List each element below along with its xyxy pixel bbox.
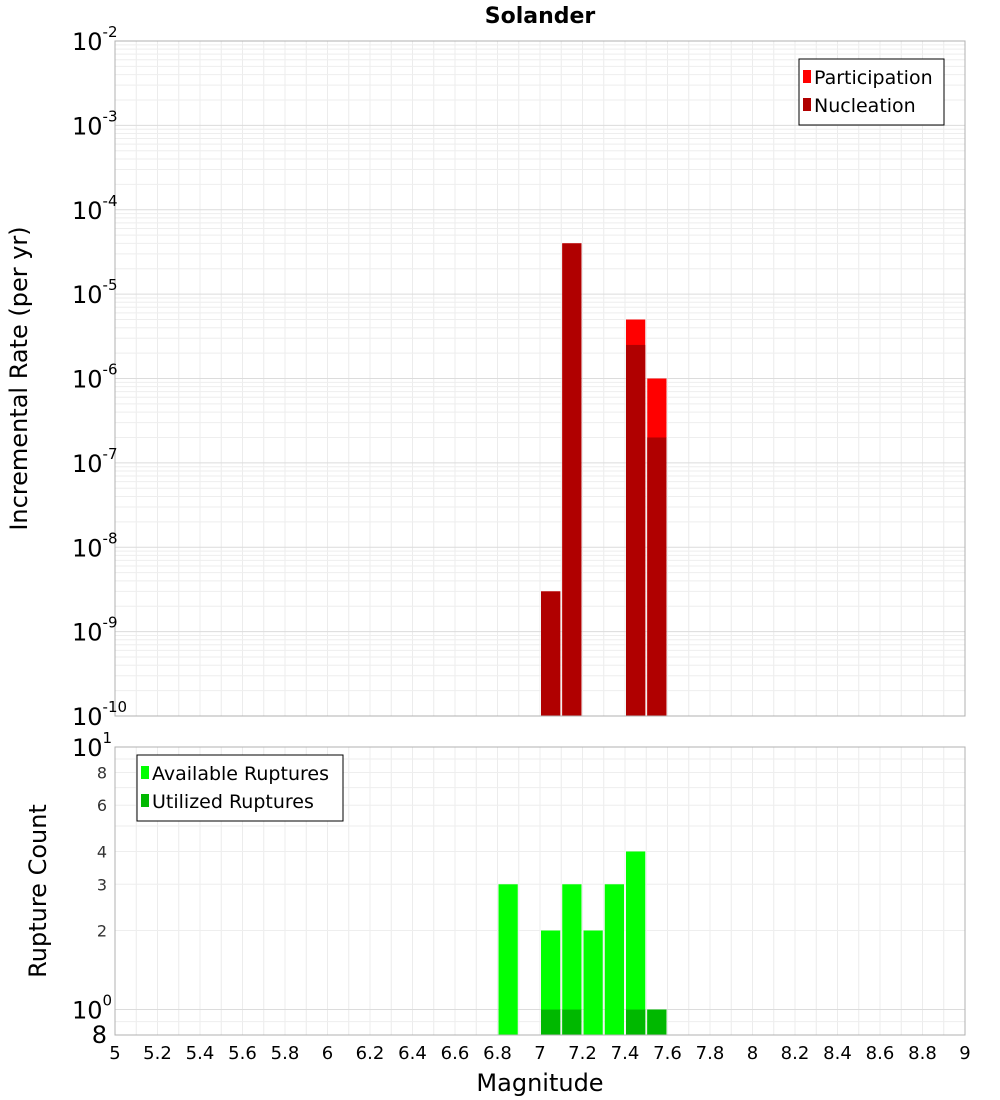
x-tick-label: 6.8 <box>483 1043 512 1064</box>
gridlines <box>114 41 966 1036</box>
legend-entry: Participation <box>814 67 933 89</box>
top-y-tick-label: 10-9 <box>72 614 118 647</box>
top-y-tick-label: 10-6 <box>72 361 118 394</box>
x-tick-label: 7.6 <box>653 1043 682 1064</box>
x-tick-label: 8.8 <box>908 1043 937 1064</box>
bottom-bar-available-ruptures-4 <box>604 884 624 1035</box>
x-tick-label: 8.2 <box>781 1043 810 1064</box>
bottom-bar-available-ruptures-3 <box>583 930 603 1035</box>
top-y-tick-label: 10-5 <box>72 276 118 309</box>
x-tick-label: 7 <box>534 1043 545 1064</box>
chart-title: Solander <box>485 4 596 29</box>
legend-entry: Available Ruptures <box>152 763 329 785</box>
bottom-y-minor-tick-label: 4 <box>97 842 107 861</box>
top-y-tick-label: 10-3 <box>72 107 118 140</box>
bottom-bar-utilized-ruptures-1 <box>562 1009 582 1035</box>
top-y-tick-label: 10-4 <box>72 192 118 225</box>
bottom-y-major-tick-label: 101 <box>72 729 112 762</box>
top-bar-nucleation-3 <box>647 437 667 716</box>
bottom-bar-available-ruptures-5 <box>626 851 646 1035</box>
bottom-bar-available-ruptures-1 <box>541 930 561 1035</box>
bottom-y-minor-tick-label: 6 <box>97 796 107 815</box>
top-y-tick-label: 10-10 <box>72 698 127 731</box>
bottom-bar-utilized-ruptures-2 <box>626 1009 646 1035</box>
x-tick-label: 6.6 <box>441 1043 470 1064</box>
x-tick-label: 7.4 <box>611 1043 640 1064</box>
legend-swatch <box>141 766 149 779</box>
x-tick-label: 7.8 <box>696 1043 725 1064</box>
bottom-plot-frame <box>114 746 966 1036</box>
x-tick-label: 7.2 <box>568 1043 597 1064</box>
x-tick-label: 6 <box>322 1043 333 1064</box>
top-y-tick-label: 10-8 <box>72 529 118 562</box>
top-plot-frame <box>114 40 966 717</box>
x-tick-label: 8.6 <box>866 1043 895 1064</box>
legend-entry: Utilized Ruptures <box>152 791 314 813</box>
bottom-bar-utilized-ruptures-0 <box>541 1009 561 1035</box>
legend-entry: Nucleation <box>814 95 916 117</box>
x-tick-label: 5.4 <box>186 1043 215 1064</box>
top-y-axis-label: Incremental Rate (per yr) <box>5 226 33 530</box>
x-tick-label: 5 <box>109 1043 120 1064</box>
x-tick-label: 6.4 <box>398 1043 427 1064</box>
bottom-bar-utilized-ruptures-3 <box>647 1009 667 1035</box>
bottom-y-minor-tick-label: 8 <box>97 763 107 782</box>
legend-swatch <box>141 794 149 807</box>
bottom-y-minor-tick-label: 2 <box>97 922 107 941</box>
bottom-bar-available-ruptures-2 <box>562 884 582 1035</box>
series-utilized-ruptures <box>541 1009 667 1035</box>
x-axis-label: Magnitude <box>476 1069 603 1097</box>
series-nucleation <box>541 243 667 717</box>
top-bar-nucleation-1 <box>562 243 582 717</box>
bottom-y-minor-tick-label: 8 <box>92 1021 107 1049</box>
x-tick-label: 5.8 <box>271 1043 300 1064</box>
x-tick-label: 6.2 <box>356 1043 385 1064</box>
bottom-y-major-tick-label: 100 <box>72 992 112 1025</box>
top-legend: Participation Nucleation <box>798 58 945 126</box>
bottom-y-minor-tick-label: 3 <box>97 875 107 894</box>
x-tick-label: 9 <box>959 1043 970 1064</box>
legend-swatch <box>803 98 811 111</box>
bottom-y-axis-label: Rupture Count <box>24 804 52 978</box>
top-y-tick-label: 10-7 <box>72 445 118 478</box>
x-tick-label: 8.4 <box>823 1043 852 1064</box>
legend-swatch <box>803 70 811 83</box>
series-available-ruptures <box>498 851 667 1035</box>
top-y-tick-label: 10-2 <box>72 23 118 56</box>
top-bar-nucleation-0 <box>541 591 561 716</box>
x-tick-label: 5.6 <box>228 1043 257 1064</box>
bottom-bar-available-ruptures-0 <box>498 884 518 1035</box>
x-tick-label: 8 <box>747 1043 758 1064</box>
bottom-legend: Available Ruptures Utilized Ruptures <box>136 754 344 822</box>
top-bar-nucleation-2 <box>626 344 646 716</box>
x-tick-label: 5.2 <box>143 1043 172 1064</box>
